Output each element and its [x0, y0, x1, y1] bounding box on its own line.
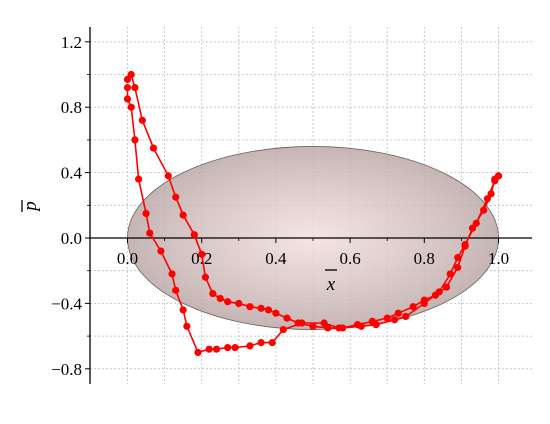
data-point: [123, 95, 132, 103]
y-tick-label: 1.2: [61, 33, 82, 52]
data-point: [320, 319, 328, 327]
data-point: [454, 254, 462, 262]
data-point: [127, 103, 135, 111]
data-point: [179, 211, 187, 219]
data-point: [309, 322, 317, 330]
x-tick-label: 0.4: [265, 249, 287, 268]
data-point: [149, 144, 158, 152]
data-point: [264, 306, 273, 314]
data-point: [216, 294, 224, 303]
data-point: [131, 136, 139, 144]
data-point: [357, 322, 365, 330]
data-point: [394, 309, 402, 317]
data-point: [335, 324, 343, 332]
data-point: [231, 343, 239, 352]
data-point: [483, 195, 491, 203]
data-point: [246, 303, 254, 311]
data-point: [127, 70, 135, 79]
data-point: [442, 283, 451, 291]
x-tick-label: 1.0: [488, 249, 509, 268]
data-point: [135, 175, 143, 183]
data-point: [246, 342, 254, 350]
data-point: [123, 75, 132, 84]
data-point: [172, 286, 180, 294]
data-point: [454, 263, 462, 272]
data-point: [168, 270, 176, 278]
data-point: [268, 339, 276, 347]
data-point: [201, 273, 210, 281]
data-point: [209, 289, 217, 298]
data-point: [446, 270, 454, 278]
data-point: [298, 319, 306, 327]
data-point: [164, 172, 172, 180]
data-point: [391, 316, 399, 324]
data-point: [157, 247, 165, 255]
y-tick-label: −0.4: [51, 294, 82, 313]
data-point: [138, 116, 146, 124]
x-tick-label: 0.8: [414, 249, 435, 268]
data-point: [183, 322, 191, 330]
data-point: [472, 219, 480, 227]
x-tick-label: 0.6: [339, 249, 360, 268]
ticks: 0.0 0.2 0.4 0.6 0.8 1.01.20.80.40.0−0.4−0.8: [51, 33, 509, 379]
data-point: [257, 304, 265, 312]
data-point: [435, 288, 443, 296]
series-layer: [123, 70, 503, 357]
data-point: [283, 314, 291, 322]
data-point: [142, 209, 150, 218]
data-point: [172, 193, 180, 201]
data-point: [235, 299, 243, 307]
data-point: [205, 345, 213, 353]
y-tick-label: −0.8: [51, 360, 82, 379]
data-point: [383, 314, 391, 322]
data-point: [123, 83, 132, 92]
data-point: [131, 83, 139, 92]
data-point: [279, 325, 287, 334]
data-point: [409, 303, 417, 311]
x-tick-label: 0.0: [117, 249, 138, 268]
data-point: [198, 250, 206, 258]
series-2: [123, 83, 503, 357]
data-point: [212, 345, 221, 353]
data-point: [146, 229, 154, 237]
data-point: [272, 309, 280, 317]
data-point: [402, 312, 410, 321]
data-point: [461, 240, 469, 249]
x-axis-label: x: [326, 274, 336, 295]
y-tick-label: 0.4: [61, 164, 83, 183]
data-point: [491, 177, 499, 185]
data-point: [194, 348, 202, 357]
data-point: [420, 299, 428, 307]
data-point: [494, 172, 503, 180]
data-point: [224, 343, 232, 352]
data-point: [179, 306, 187, 314]
y-tick-label: 0.8: [61, 98, 82, 117]
data-point: [190, 231, 198, 239]
data-point: [372, 321, 380, 329]
data-point: [324, 324, 332, 332]
y-tick-label: 0.0: [61, 229, 82, 248]
data-point: [257, 339, 265, 347]
data-point: [224, 298, 232, 306]
y-axis-label: p: [20, 201, 41, 213]
